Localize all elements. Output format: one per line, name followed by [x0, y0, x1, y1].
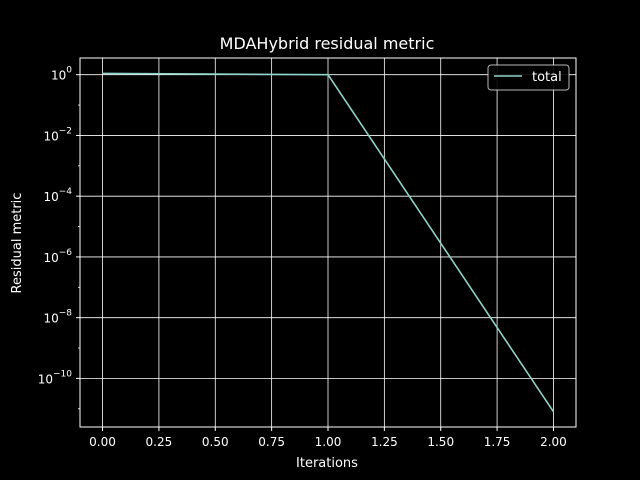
x-tick-label: 1.00 [315, 435, 342, 449]
y-tick-exponent: −4 [59, 187, 73, 197]
y-tick-base: 10 [51, 69, 66, 83]
y-tick-label: 10−2 [43, 126, 72, 143]
x-axis-ticks: 0.00 0.25 0.50 0.75 1.00 1.25 1.50 1.75 2.00 [89, 427, 567, 449]
y-tick-label: 100 [51, 66, 72, 83]
x-tick-label: 1.75 [484, 435, 511, 449]
legend-box [487, 64, 570, 91]
x-tick-label: 2.00 [540, 435, 567, 449]
y-tick-label: 10−4 [43, 187, 72, 204]
y-tick-exponent: 0 [66, 66, 72, 76]
x-tick-label: 0.00 [89, 435, 116, 449]
series-line-total [102, 72, 555, 413]
legend-label-total: total [532, 70, 562, 85]
series-layer [102, 72, 555, 413]
y-tick-exponent: −8 [59, 309, 73, 319]
y-tick-label: 10−8 [43, 309, 72, 326]
x-tick-label: 1.50 [427, 435, 454, 449]
chart-title: MDAHybrid residual metric [220, 34, 435, 53]
y-tick-base: 10 [43, 190, 58, 204]
x-tick-label: 1.25 [371, 435, 398, 449]
y-tick-label: 10−10 [38, 369, 73, 386]
x-tick-label: 0.25 [146, 435, 173, 449]
y-axis-label: Residual metric [10, 193, 25, 294]
x-tick-label: 0.75 [258, 435, 285, 449]
y-tick-base: 10 [38, 372, 53, 386]
x-axis-label: Iterations [296, 456, 358, 471]
y-tick-exponent: −6 [59, 248, 73, 258]
y-tick-base: 10 [43, 251, 58, 265]
y-tick-base: 10 [43, 129, 58, 143]
x-tick-label: 0.50 [202, 435, 229, 449]
y-tick-exponent: −10 [53, 369, 72, 379]
legend: total [487, 64, 570, 91]
y-tick-base: 10 [43, 312, 58, 326]
y-tick-exponent: −2 [59, 126, 72, 136]
y-tick-label: 10−6 [43, 248, 72, 265]
